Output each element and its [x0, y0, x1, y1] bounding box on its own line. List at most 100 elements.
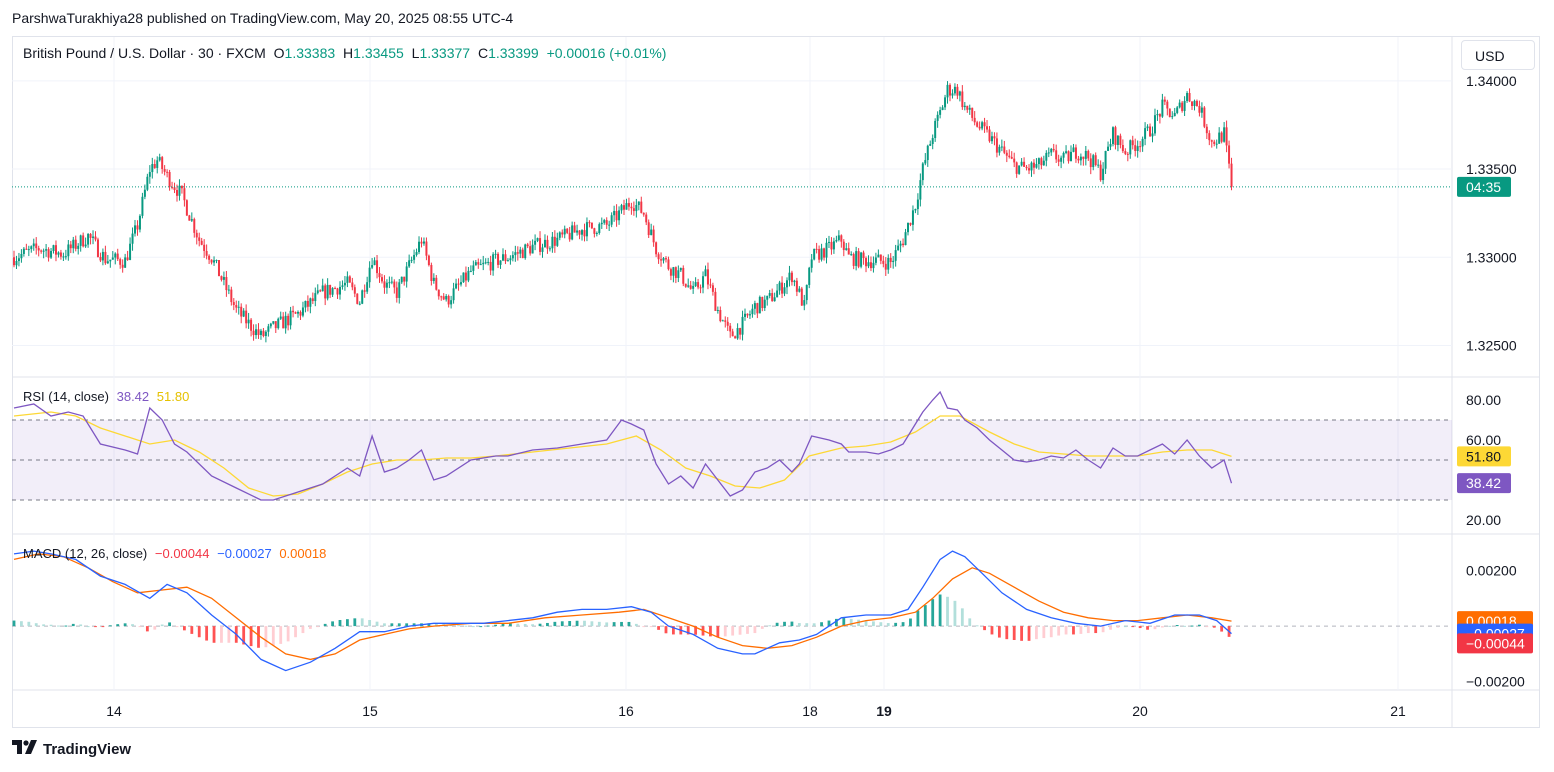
- candle-body: [501, 254, 504, 261]
- price-axis-tick-label: 1.34000: [1466, 73, 1517, 89]
- candle-body: [1028, 168, 1031, 171]
- candle-body: [694, 282, 697, 286]
- candle-body: [89, 234, 92, 238]
- candle-body: [267, 326, 270, 332]
- candle-body: [252, 330, 255, 336]
- candle-body: [790, 272, 793, 283]
- candle-body: [418, 241, 421, 253]
- candle-body: [785, 280, 788, 288]
- candle-body: [704, 269, 707, 277]
- macd-histogram-bar: [145, 626, 149, 632]
- candle-body: [1223, 127, 1226, 142]
- candle-body: [1208, 133, 1211, 141]
- candle-body: [351, 282, 354, 288]
- candle-body: [781, 282, 784, 294]
- candle-body: [1203, 107, 1206, 127]
- candle-body: [116, 253, 119, 260]
- candle-body: [353, 287, 356, 294]
- candle-body: [803, 300, 806, 306]
- candle-body: [578, 230, 581, 235]
- symbol-name[interactable]: British Pound / U.S. Dollar · 30 · FXCM: [23, 45, 266, 61]
- macd-histogram-bar: [842, 618, 846, 627]
- candle-body: [168, 172, 171, 187]
- candle-body: [405, 266, 408, 282]
- candle-body: [995, 138, 998, 153]
- candle-body: [479, 264, 482, 266]
- macd-histogram-bar: [575, 620, 579, 627]
- macd-histogram-bar: [57, 625, 60, 627]
- candle-body: [894, 250, 897, 261]
- footer-brand[interactable]: TradingView: [12, 740, 131, 759]
- candle-body: [484, 262, 487, 264]
- macd-histogram-bar: [716, 626, 720, 638]
- macd-histogram-bar: [227, 626, 231, 643]
- macd-histogram-bar: [316, 626, 320, 628]
- candle-body: [363, 290, 366, 292]
- candle-body: [561, 232, 564, 235]
- x-axis-tick-label: 19: [876, 703, 892, 719]
- candle-body: [111, 257, 114, 260]
- macd-histogram-bar: [723, 626, 727, 637]
- open-value: 1.33383: [284, 45, 336, 61]
- candle-body: [776, 290, 779, 298]
- candle-body: [610, 215, 613, 225]
- candle-body: [539, 238, 542, 252]
- candle-body: [1060, 157, 1063, 162]
- candle-body: [973, 117, 976, 123]
- rsi-legend-name[interactable]: RSI (14, close): [23, 389, 109, 404]
- macd-histogram-bar: [368, 620, 372, 627]
- macd-legend-name[interactable]: MACD (12, 26, close): [23, 546, 148, 561]
- candle-body: [79, 235, 82, 246]
- candle-body: [511, 255, 514, 259]
- candle-body: [909, 222, 912, 225]
- candle-body: [1020, 161, 1023, 166]
- candle-body: [1082, 156, 1085, 159]
- candle-body: [129, 243, 132, 260]
- candle-body: [99, 257, 102, 261]
- candle-body: [297, 311, 300, 314]
- candle-body: [427, 255, 430, 265]
- rsi-axis-tick-label: 60.00: [1466, 432, 1501, 448]
- candle-body: [581, 230, 584, 235]
- macd-histogram-bar: [953, 600, 957, 627]
- candle-body: [1176, 107, 1179, 113]
- candle-body: [726, 321, 729, 326]
- candle-body: [32, 243, 35, 247]
- macd-histogram-bar: [49, 624, 53, 627]
- macd-histogram-bar: [864, 620, 868, 627]
- macd-histogram-bar: [34, 623, 38, 627]
- candle-body: [472, 265, 475, 271]
- candle-body: [1136, 146, 1139, 151]
- candle-body: [810, 259, 813, 268]
- candle-body: [467, 270, 470, 281]
- macd-histogram-bar: [1183, 625, 1187, 627]
- candle-body: [134, 225, 137, 234]
- candle-body: [553, 236, 556, 246]
- price-axis-tick-label: 1.33500: [1466, 161, 1517, 177]
- low-label: L: [411, 45, 420, 61]
- candle-body: [1013, 158, 1016, 163]
- candle-body: [902, 243, 905, 246]
- candle-body: [692, 285, 695, 289]
- currency-button[interactable]: USD: [1461, 40, 1535, 70]
- candle-body: [94, 236, 97, 240]
- candle-body: [944, 97, 947, 108]
- candle-body: [840, 235, 843, 242]
- macd-histogram-bar: [820, 622, 823, 627]
- candle-body: [761, 296, 764, 309]
- macd-histogram-bar: [160, 624, 164, 627]
- candle-body: [1040, 158, 1043, 166]
- macd-histogram-bar: [101, 626, 105, 628]
- candle-body: [835, 239, 838, 242]
- candle-body: [679, 267, 682, 271]
- candle-body: [593, 228, 596, 234]
- candle-body: [897, 245, 900, 251]
- macd-histogram-bar: [523, 623, 527, 627]
- candle-body: [1210, 140, 1213, 142]
- candle-body: [1151, 133, 1154, 137]
- rsi-axis-tick-label: 80.00: [1466, 392, 1501, 408]
- candle-body: [1023, 161, 1026, 167]
- candle-body: [650, 229, 653, 236]
- candle-body: [521, 249, 524, 259]
